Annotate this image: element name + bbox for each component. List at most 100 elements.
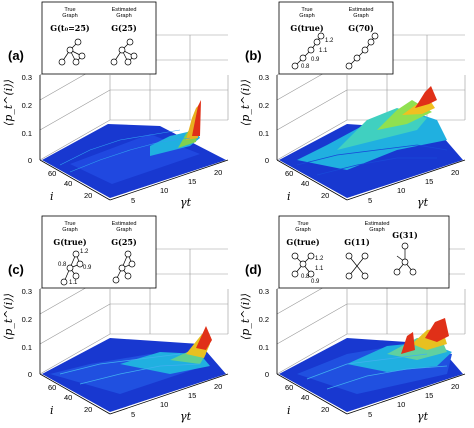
edge-weight-4: 1.1: [69, 280, 78, 286]
t-tick-5: 5: [368, 410, 372, 419]
true-graph-drawing: [291, 32, 325, 70]
i-tick-60: 60: [285, 383, 293, 392]
edge-weight-4: 0.9: [311, 279, 320, 285]
inset-box: [41, 215, 157, 289]
z-tick-3: 0.3: [22, 73, 32, 82]
z-tick-3: 0.3: [259, 287, 269, 296]
panel-label: (a): [8, 48, 24, 63]
true-graph-caption: True Graph: [299, 7, 315, 19]
i-axis-label: i: [287, 190, 291, 203]
axes-front: [276, 289, 466, 415]
true-graph-caption: True Graph: [62, 7, 78, 19]
edge-weight-1: 1.2: [325, 38, 334, 44]
z-tick-2: 0.2: [259, 315, 269, 324]
z-tick-2: 0.2: [259, 101, 269, 110]
estimated-graph-symbol: G(70): [348, 23, 374, 33]
estimated-graph-caption: Estimated Graph: [112, 221, 137, 233]
z-tick-1: 0.1: [22, 343, 32, 352]
estimated-graph-caption: Estimated Graph: [365, 221, 390, 233]
surface: [42, 100, 226, 198]
true-graph-caption: True Graph: [295, 221, 311, 233]
i-tick-40: 40: [301, 393, 309, 402]
panel-b: 0 0.1 0.2 0.3 60 40 20 5 10 15 20 i γt ⟨…: [237, 0, 474, 214]
panel-a: 0 0.1 0.2 0.3 60 40 20 5 10 15 20 i γt ⟨…: [0, 0, 237, 214]
t-tick-20: 20: [451, 382, 459, 391]
estimated-graph-drawing-1: [345, 252, 369, 280]
axes-front: [39, 289, 229, 415]
axes-front: [276, 75, 466, 201]
edge-weight-2: 1.1: [315, 266, 324, 272]
t-axis-label: γt: [417, 410, 429, 423]
panel-c-svg: 0 0.1 0.2 0.3 60 40 20 5 10 15 20 i γt ⟨…: [2, 215, 229, 423]
z-tick-0: 0: [28, 156, 32, 165]
true-graph-symbol: G(true): [286, 237, 319, 247]
z-axis-label: ⟨p_t^(i)⟩: [239, 293, 252, 340]
true-graph-drawing: [291, 252, 315, 278]
estimated-graph-drawing: [110, 38, 138, 66]
estimated-graph-symbol-1: G(11): [344, 237, 370, 247]
i-tick-60: 60: [48, 383, 56, 392]
estimated-graph-caption: Estimated Graph: [349, 7, 374, 19]
z-tick-1: 0.1: [259, 343, 269, 352]
panel-a-svg: 0 0.1 0.2 0.3 60 40 20 5 10 15 20 i γt ⟨…: [2, 1, 229, 209]
t-tick-5: 5: [131, 410, 135, 419]
estimated-graph-symbol: G(25): [111, 23, 137, 33]
true-graph-symbol: G(true): [53, 237, 86, 247]
surface: [279, 86, 463, 198]
axes-front: [39, 75, 229, 201]
edge-weight-2: 1.1: [319, 48, 328, 54]
estimated-graph-caption: Estimated Graph: [112, 7, 137, 19]
z-tick-3: 0.3: [22, 287, 32, 296]
t-tick-5: 5: [368, 196, 372, 205]
true-graph-symbol: G(t₀=25): [50, 23, 90, 33]
estimated-graph-drawing-2: [393, 242, 417, 276]
t-tick-10: 10: [397, 400, 405, 409]
i-tick-40: 40: [64, 179, 72, 188]
t-tick-15: 15: [188, 177, 196, 186]
t-tick-20: 20: [214, 168, 222, 177]
panel-d-svg: 0 0.1 0.2 0.3 60 40 20 5 10 15 20 i γt ⟨…: [239, 215, 466, 423]
panel-label: (d): [245, 262, 262, 277]
t-tick-10: 10: [160, 186, 168, 195]
z-axis-label: ⟨p_t^(i)⟩: [2, 79, 15, 126]
i-axis-label: i: [50, 190, 54, 203]
edge-weight-1: 1.2: [80, 249, 89, 255]
t-tick-10: 10: [397, 186, 405, 195]
t-tick-15: 15: [425, 391, 433, 400]
z-axis-label: ⟨p_t^(i)⟩: [239, 79, 252, 126]
surface: [42, 326, 226, 412]
i-tick-20: 20: [321, 191, 329, 200]
t-tick-20: 20: [214, 382, 222, 391]
panel-d: 0 0.1 0.2 0.3 60 40 20 5 10 15 20 i γt ⟨…: [237, 214, 474, 428]
surface: [279, 318, 463, 412]
estimated-graph-drawing: [112, 250, 136, 284]
z-tick-0: 0: [265, 370, 269, 379]
z-tick-1: 0.1: [259, 129, 269, 138]
t-axis-label: γt: [180, 410, 192, 423]
true-graph-drawing: [58, 38, 86, 66]
i-tick-20: 20: [321, 405, 329, 414]
i-tick-20: 20: [84, 405, 92, 414]
t-axis-label: γt: [417, 196, 429, 209]
edge-weight-2: 0.8: [58, 262, 67, 268]
panel-b-svg: 0 0.1 0.2 0.3 60 40 20 5 10 15 20 i γt ⟨…: [239, 1, 466, 209]
edge-weight-3: 0.9: [311, 57, 320, 63]
t-tick-5: 5: [131, 196, 135, 205]
z-tick-2: 0.2: [22, 101, 32, 110]
z-axis-label: ⟨p_t^(i)⟩: [2, 293, 15, 340]
z-tick-3: 0.3: [259, 73, 269, 82]
edge-weight-1: 1.2: [315, 256, 324, 262]
z-tick-0: 0: [28, 370, 32, 379]
t-axis-label: γt: [180, 196, 192, 209]
true-graph-symbol: G(true): [290, 23, 323, 33]
z-tick-0: 0: [265, 156, 269, 165]
true-graph-drawing: [60, 250, 84, 286]
panel-label: (b): [245, 48, 262, 63]
edge-weight-4: 0.8: [301, 64, 310, 70]
i-tick-60: 60: [48, 169, 56, 178]
z-tick-1: 0.1: [22, 129, 32, 138]
t-tick-15: 15: [188, 391, 196, 400]
i-tick-20: 20: [84, 191, 92, 200]
i-axis-label: i: [50, 404, 54, 417]
i-tick-60: 60: [285, 169, 293, 178]
